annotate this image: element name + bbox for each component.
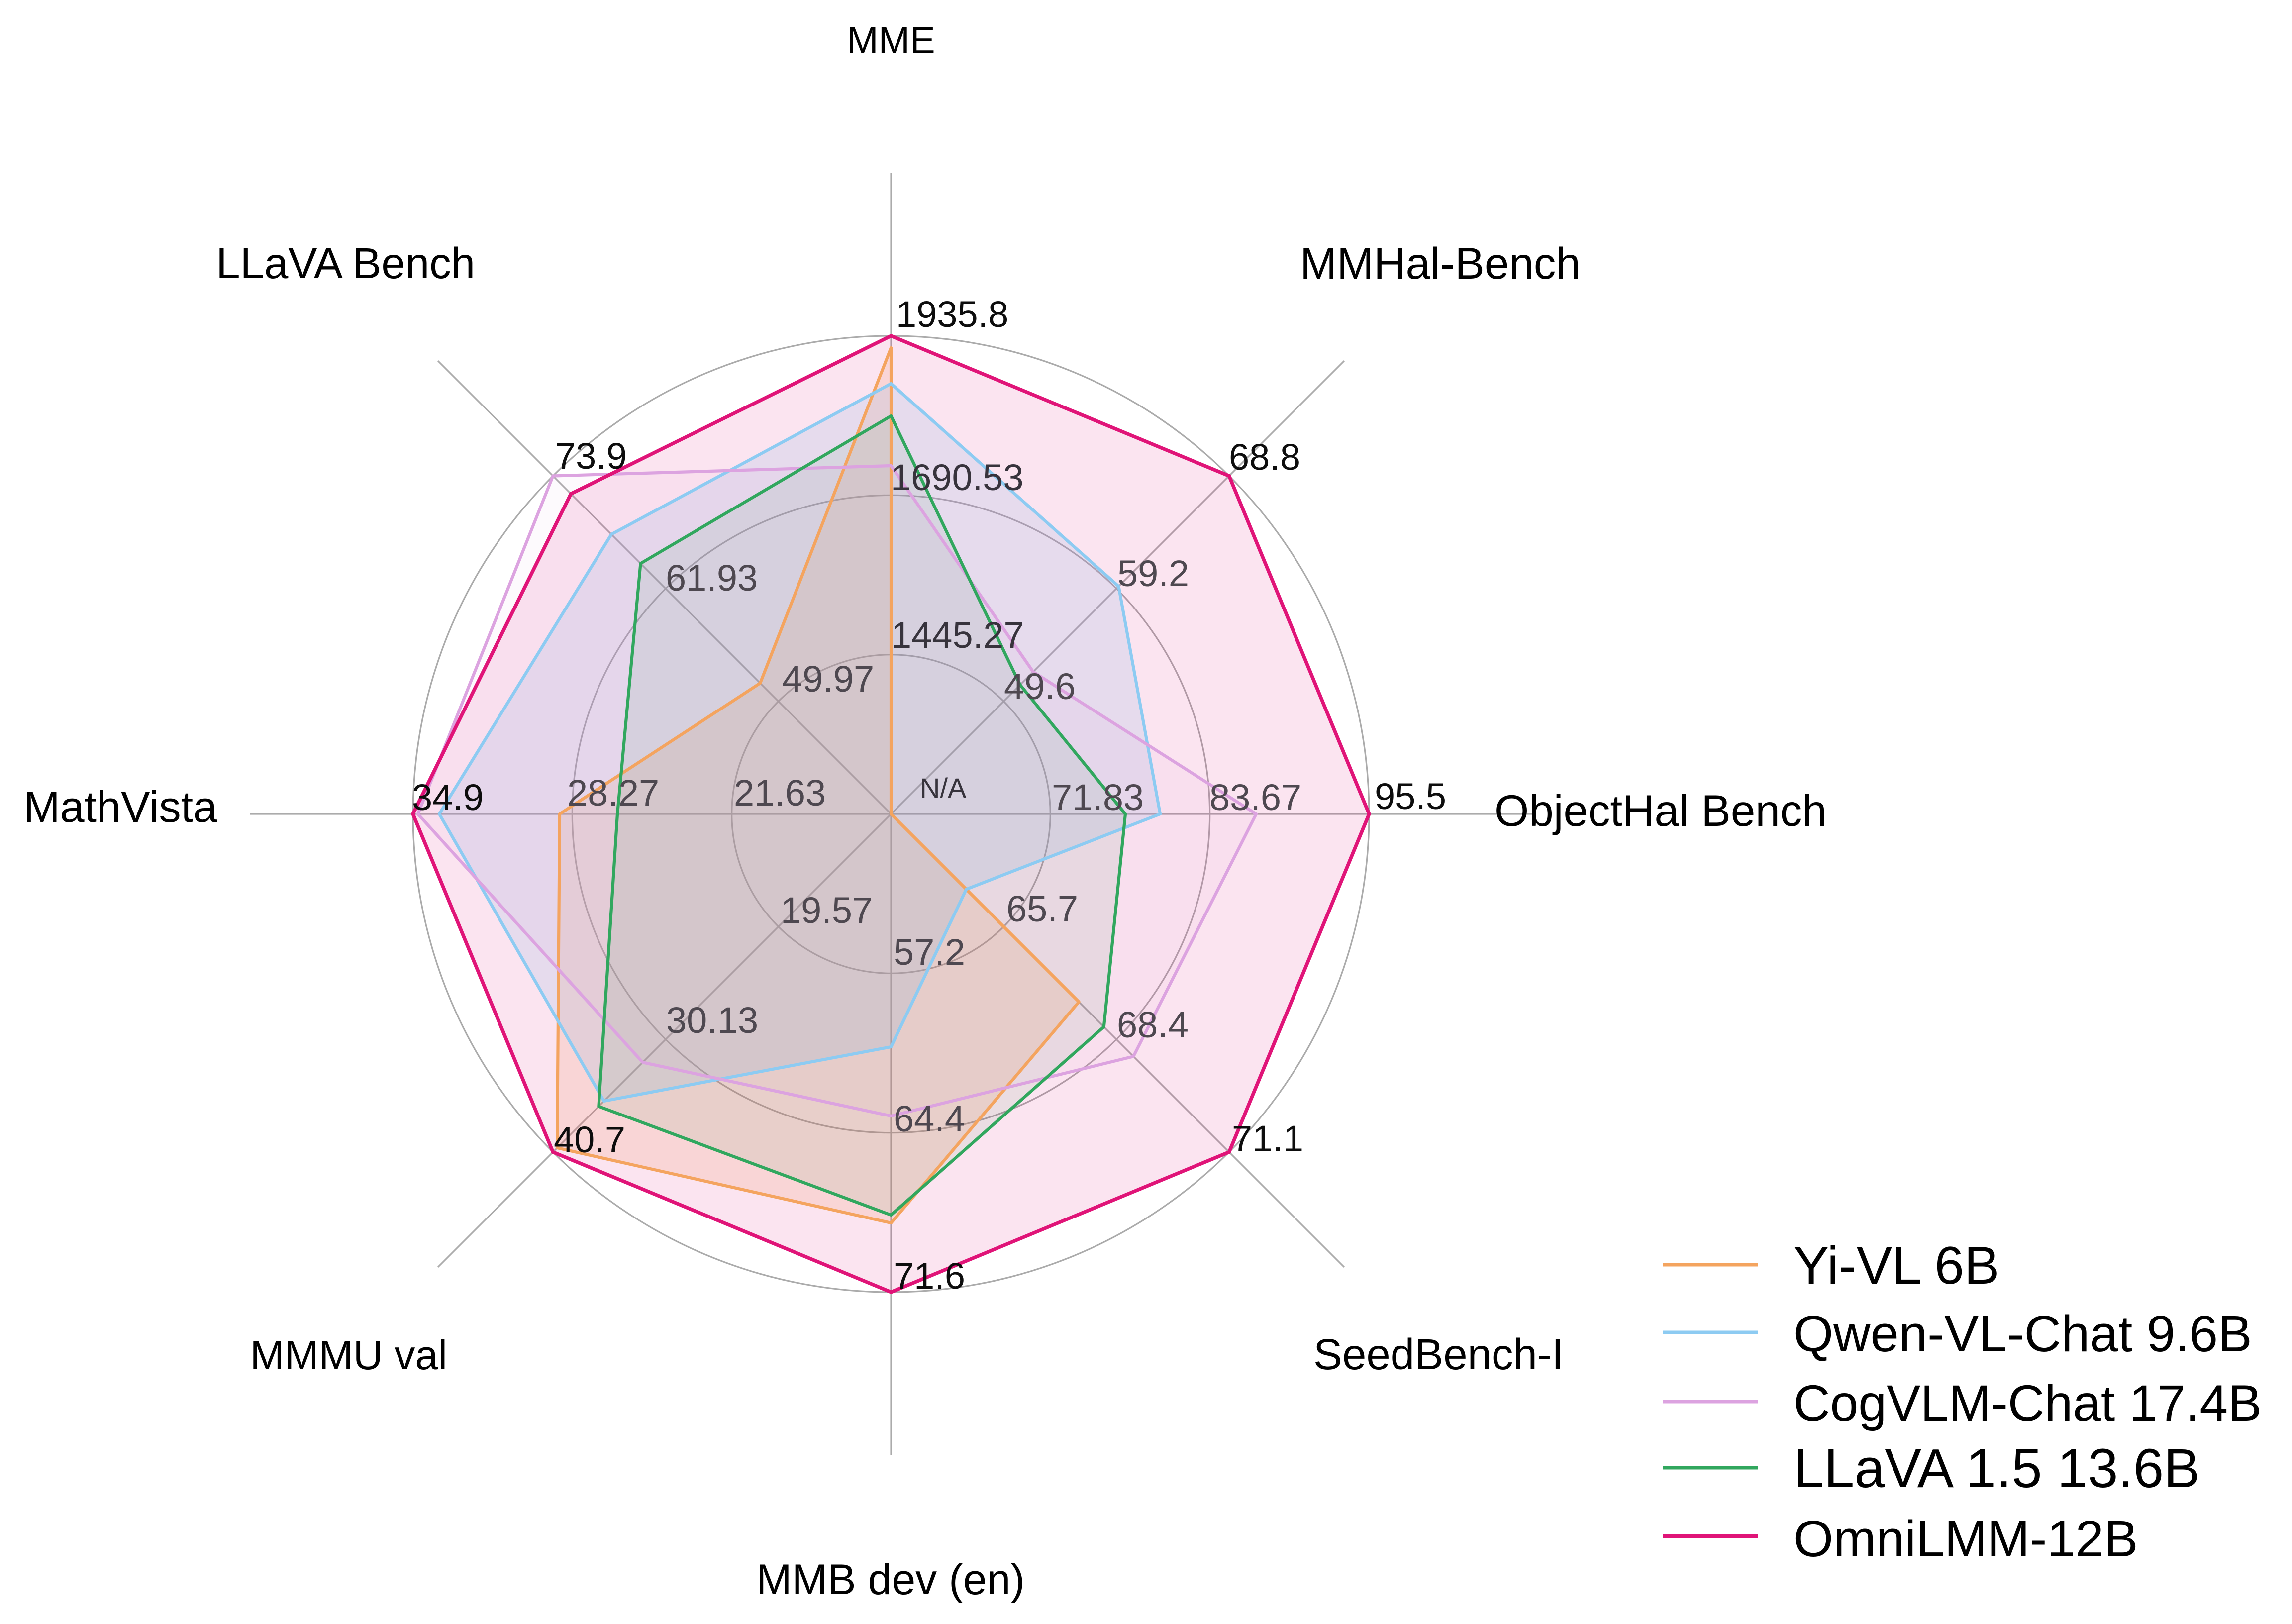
svg-text:21.63: 21.63 [734,772,826,813]
svg-text:LLaVA Bench: LLaVA Bench [216,239,475,288]
svg-text:57.2: 57.2 [894,931,965,973]
svg-text:ObjectHal Bench: ObjectHal Bench [1495,786,1827,835]
svg-text:N/A: N/A [920,772,967,804]
svg-text:71.6: 71.6 [894,1255,965,1297]
svg-text:1690.53: 1690.53 [891,457,1024,498]
svg-text:49.97: 49.97 [782,658,874,700]
svg-text:MME: MME [847,19,935,62]
svg-text:83.67: 83.67 [1209,777,1301,818]
svg-text:95.5: 95.5 [1375,776,1446,817]
svg-text:SeedBench-I: SeedBench-I [1313,1330,1564,1379]
svg-text:49.6: 49.6 [1004,666,1076,707]
svg-text:61.93: 61.93 [666,557,758,599]
svg-text:73.9: 73.9 [555,435,627,477]
svg-text:30.13: 30.13 [666,1000,758,1041]
svg-text:MathVista: MathVista [23,782,217,831]
svg-text:OmniLMM-12B: OmniLMM-12B [1794,1510,2138,1567]
svg-text:64.4: 64.4 [894,1098,965,1139]
svg-text:MMB dev (en): MMB dev (en) [756,1556,1025,1604]
svg-text:34.9: 34.9 [412,777,484,818]
svg-text:MMMU val: MMMU val [250,1332,447,1378]
svg-text:Yi-VL 6B: Yi-VL 6B [1794,1235,1999,1295]
svg-text:68.8: 68.8 [1229,436,1300,478]
svg-text:71.83: 71.83 [1052,777,1144,818]
svg-text:71.1: 71.1 [1232,1118,1303,1159]
svg-text:Qwen-VL-Chat 9.6B: Qwen-VL-Chat 9.6B [1794,1305,2252,1362]
svg-text:19.57: 19.57 [781,890,873,931]
svg-text:1445.27: 1445.27 [891,614,1024,656]
svg-text:CogVLM-Chat 17.4B: CogVLM-Chat 17.4B [1794,1375,2262,1431]
svg-text:68.4: 68.4 [1117,1004,1189,1045]
svg-text:LLaVA 1.5 13.6B: LLaVA 1.5 13.6B [1794,1438,2200,1499]
svg-text:MMHal-Bench: MMHal-Bench [1300,238,1581,288]
svg-text:28.27: 28.27 [567,772,659,813]
svg-text:1935.8: 1935.8 [896,294,1008,335]
svg-text:59.2: 59.2 [1117,553,1189,594]
svg-text:65.7: 65.7 [1006,888,1078,929]
svg-text:40.7: 40.7 [554,1119,625,1160]
